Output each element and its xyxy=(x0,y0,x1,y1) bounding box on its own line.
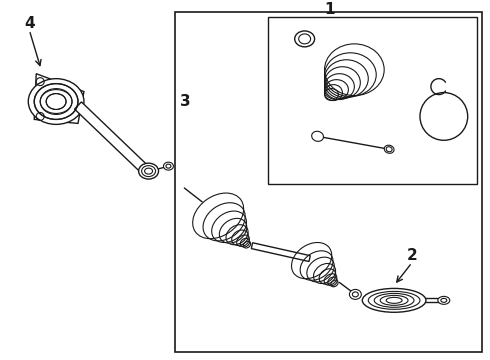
Text: 1: 1 xyxy=(324,1,335,17)
Ellipse shape xyxy=(139,163,158,179)
Polygon shape xyxy=(251,243,310,261)
Text: 3: 3 xyxy=(180,94,191,109)
Polygon shape xyxy=(34,74,84,123)
Text: 2: 2 xyxy=(407,248,417,263)
Ellipse shape xyxy=(164,162,173,170)
Ellipse shape xyxy=(294,31,315,47)
Ellipse shape xyxy=(312,131,323,141)
Ellipse shape xyxy=(349,289,361,300)
Bar xyxy=(268,17,477,184)
Ellipse shape xyxy=(28,78,84,125)
Ellipse shape xyxy=(384,145,394,153)
Ellipse shape xyxy=(362,288,426,312)
Ellipse shape xyxy=(438,296,450,304)
Text: 4: 4 xyxy=(24,17,35,31)
Polygon shape xyxy=(74,102,152,177)
Bar xyxy=(175,12,482,352)
